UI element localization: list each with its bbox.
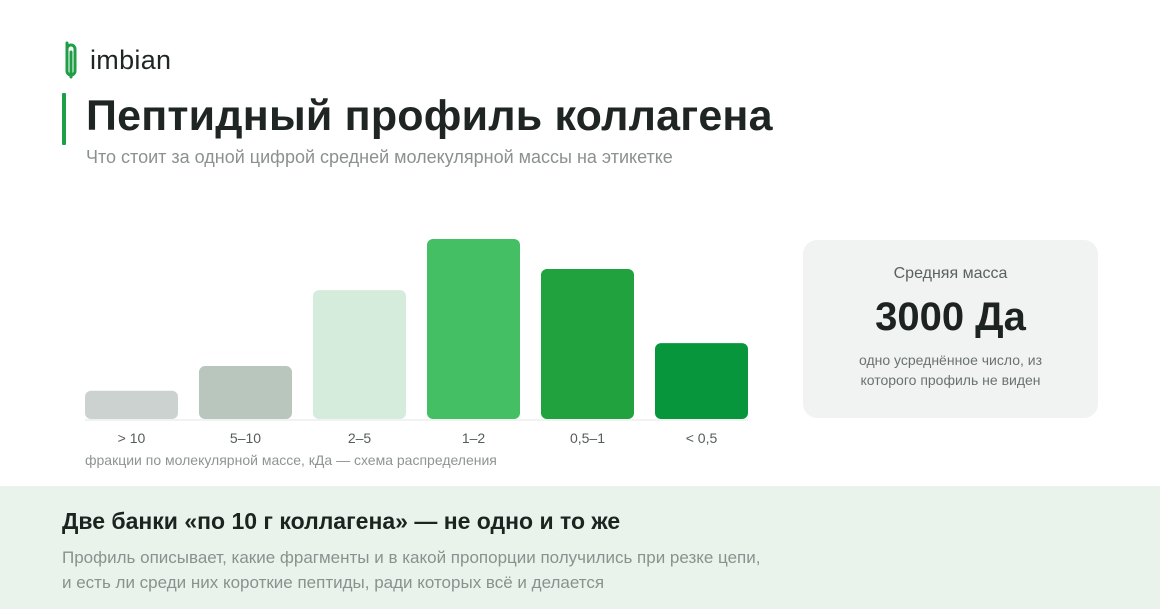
average-mass-label: Средняя масса: [893, 265, 1008, 282]
average-mass-card: Средняя масса 3000 Да одно усреднённое ч…: [803, 240, 1098, 418]
bottom-text-line: Профиль описывает, какие фрагменты и в к…: [62, 548, 761, 567]
bottom-text-line: и есть ли среди них короткие пептиды, ра…: [62, 573, 605, 592]
fraction-bar-chart: > 10 5–10 2–5 1–2 0,5–1 < 0,5: [85, 239, 748, 446]
chart-note: фракции по молекулярной массе, кДа — схе…: [85, 452, 497, 468]
chart-tick-label: < 0,5: [686, 430, 718, 446]
bottom-title: Две банки «по 10 г коллагена» — не одно …: [62, 508, 621, 534]
average-mass-description: одно усреднённое число, из которого проф…: [803, 350, 1098, 390]
chart-bar: [199, 366, 292, 419]
average-mass-value: 3000 Да: [875, 295, 1026, 339]
chart-bar: [655, 343, 748, 419]
title-accent-bar: [62, 93, 66, 145]
brand: imbian: [60, 40, 171, 80]
bottom-band: Две банки «по 10 г коллагена» — не одно …: [0, 486, 1160, 609]
chart-bar: [541, 269, 634, 419]
chart-tick-label: 1–2: [462, 430, 486, 446]
imbian-logo-icon: [65, 41, 77, 79]
bottom-text: Профиль описывает, какие фрагменты и в к…: [62, 545, 760, 595]
chart-tick-label: > 10: [118, 430, 146, 446]
average-mass-desc-line: одно усреднённое число, из: [858, 352, 1043, 368]
page-subtitle: Что стоит за одной цифрой средней молеку…: [86, 147, 673, 167]
chart-bar: [427, 239, 520, 419]
chart-tick-label: 2–5: [348, 430, 372, 446]
average-mass-desc-line: которого профиль не виден: [860, 372, 1041, 388]
chart-bar: [85, 390, 178, 419]
brand-name: imbian: [90, 44, 172, 75]
chart-tick-label: 5–10: [230, 430, 261, 446]
chart-bar: [313, 290, 406, 419]
page-title: Пептидный профиль коллагена: [86, 92, 773, 140]
chart-tick-label: 0,5–1: [570, 430, 605, 446]
